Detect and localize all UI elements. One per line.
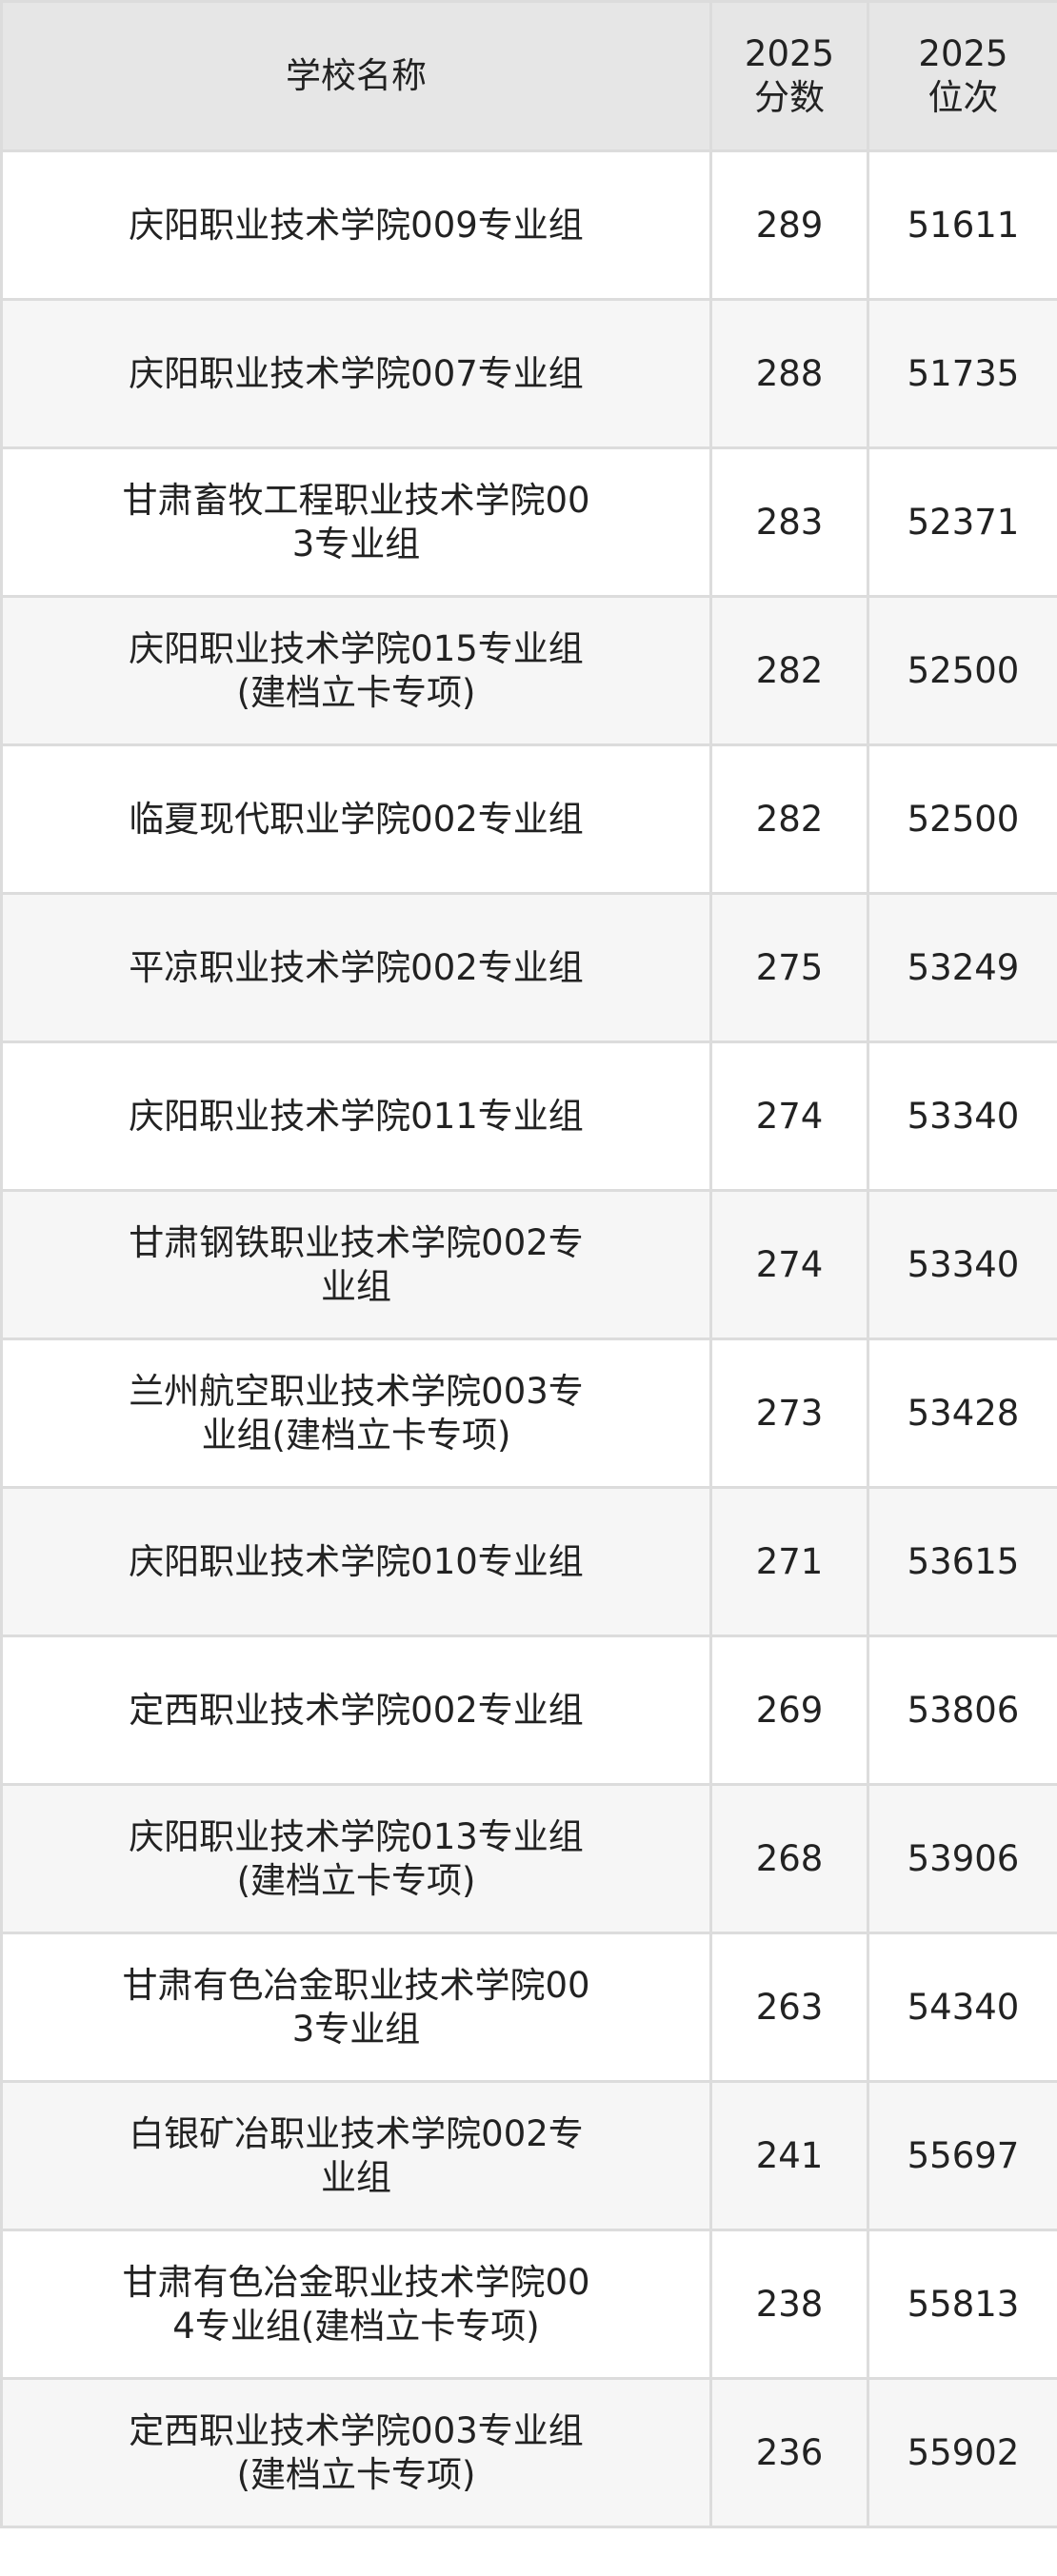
school-name-cell: 甘肃有色冶金职业技术学院003专业组 [0,1932,712,2083]
score-cell: 282 [709,595,869,746]
school-name-cell: 庆阳职业技术学院010专业组 [0,1486,712,1637]
school-name: 庆阳职业技术学院013专业组(建档立卡专项) [129,1815,584,1901]
school-name-cell: 甘肃畜牧工程职业技术学院003专业组 [0,446,712,598]
score-cell: 275 [709,892,869,1043]
rank-cell: 51735 [867,298,1057,449]
table-row: 庆阳职业技术学院015专业组(建档立卡专项) 282 52500 [0,595,1057,746]
school-name-cell: 庆阳职业技术学院013专业组(建档立卡专项) [0,1783,712,1934]
score-cell: 288 [709,298,869,449]
score-cell: 241 [709,2080,869,2231]
table-row: 庆阳职业技术学院007专业组 288 51735 [0,298,1057,449]
header-rank-year: 2025 [918,33,1008,74]
school-name-cell: 庆阳职业技术学院007专业组 [0,298,712,449]
table-row: 甘肃有色冶金职业技术学院004专业组(建档立卡专项) 238 55813 [0,2229,1057,2380]
score-cell: 263 [709,1932,869,2083]
rank-cell: 53806 [867,1635,1057,1786]
table-row: 定西职业技术学院002专业组 269 53806 [0,1635,1057,1786]
header-score: 2025 分数 [709,0,869,152]
school-name: 定西职业技术学院003专业组(建档立卡专项) [129,2409,584,2495]
school-name-cell: 庆阳职业技术学院011专业组 [0,1040,712,1192]
table-row: 庆阳职业技术学院013专业组(建档立卡专项) 268 53906 [0,1783,1057,1934]
school-name-cell: 定西职业技术学院003专业组(建档立卡专项) [0,2377,712,2528]
rank-cell: 53428 [867,1338,1057,1489]
school-name-cell: 庆阳职业技术学院015专业组(建档立卡专项) [0,595,712,746]
score-cell: 282 [709,743,869,895]
score-cell: 274 [709,1189,869,1340]
school-name-cell: 兰州航空职业技术学院003专业组(建档立卡专项) [0,1338,712,1489]
school-name-cell: 临夏现代职业学院002专业组 [0,743,712,895]
rank-cell: 53906 [867,1783,1057,1934]
header-rank-label: 位次 [927,77,999,118]
school-name: 平凉职业技术学院002专业组 [129,946,584,988]
school-name: 庆阳职业技术学院010专业组 [129,1540,584,1582]
school-name: 白银矿冶职业技术学院002专业组 [129,2112,584,2198]
table-row: 定西职业技术学院003专业组(建档立卡专项) 236 55902 [0,2377,1057,2528]
table-row: 甘肃有色冶金职业技术学院003专业组 263 54340 [0,1932,1057,2083]
rank-cell: 55813 [867,2229,1057,2380]
table-row: 甘肃钢铁职业技术学院002专业组 274 53340 [0,1189,1057,1340]
school-name: 庆阳职业技术学院015专业组(建档立卡专项) [129,627,584,713]
score-cell: 274 [709,1040,869,1192]
table-row: 庆阳职业技术学院011专业组 274 53340 [0,1040,1057,1192]
score-cell: 273 [709,1338,869,1489]
rank-cell: 52500 [867,743,1057,895]
school-name: 甘肃有色冶金职业技术学院003专业组 [122,1964,590,2050]
table-row: 甘肃畜牧工程职业技术学院003专业组 283 52371 [0,446,1057,598]
rank-cell: 53340 [867,1040,1057,1192]
table-header-row: 学校名称 2025 分数 2025 位次 [0,0,1057,152]
rank-cell: 53340 [867,1189,1057,1340]
header-score-label: 分数 [754,77,825,118]
school-name-cell: 定西职业技术学院002专业组 [0,1635,712,1786]
score-cell: 289 [709,149,869,301]
table-row: 庆阳职业技术学院010专业组 271 53615 [0,1486,1057,1637]
school-name: 庆阳职业技术学院009专业组 [129,204,584,246]
table-row: 白银矿冶职业技术学院002专业组 241 55697 [0,2080,1057,2231]
table-row: 临夏现代职业学院002专业组 282 52500 [0,743,1057,895]
school-name: 临夏现代职业学院002专业组 [129,798,584,840]
header-rank: 2025 位次 [867,0,1057,152]
score-cell: 238 [709,2229,869,2380]
table-row: 平凉职业技术学院002专业组 275 53249 [0,892,1057,1043]
rank-cell: 52500 [867,595,1057,746]
table-row: 兰州航空职业技术学院003专业组(建档立卡专项) 273 53428 [0,1338,1057,1489]
school-name-cell: 白银矿冶职业技术学院002专业组 [0,2080,712,2231]
rank-cell: 53249 [867,892,1057,1043]
school-name: 甘肃有色冶金职业技术学院004专业组(建档立卡专项) [122,2261,590,2347]
rank-cell: 52371 [867,446,1057,598]
rank-cell: 53615 [867,1486,1057,1637]
school-name: 定西职业技术学院002专业组 [129,1689,584,1731]
school-name-cell: 甘肃有色冶金职业技术学院004专业组(建档立卡专项) [0,2229,712,2380]
school-name: 庆阳职业技术学院011专业组 [129,1095,584,1137]
rank-cell: 55902 [867,2377,1057,2528]
score-cell: 283 [709,446,869,598]
score-cell: 269 [709,1635,869,1786]
school-name-cell: 甘肃钢铁职业技术学院002专业组 [0,1189,712,1340]
header-school-name: 学校名称 [0,0,712,152]
header-score-year: 2025 [744,33,835,74]
score-cell: 271 [709,1486,869,1637]
rank-cell: 54340 [867,1932,1057,2083]
school-name-cell: 平凉职业技术学院002专业组 [0,892,712,1043]
score-cell: 236 [709,2377,869,2528]
rank-cell: 55697 [867,2080,1057,2231]
header-school-name-label: 学校名称 [286,55,427,96]
rank-cell: 51611 [867,149,1057,301]
score-cell: 268 [709,1783,869,1934]
school-name: 甘肃钢铁职业技术学院002专业组 [129,1221,584,1307]
table-row: 庆阳职业技术学院009专业组 289 51611 [0,149,1057,301]
school-name: 甘肃畜牧工程职业技术学院003专业组 [122,479,590,565]
school-name: 兰州航空职业技术学院003专业组(建档立卡专项) [129,1370,584,1456]
school-name: 庆阳职业技术学院007专业组 [129,352,584,394]
school-name-cell: 庆阳职业技术学院009专业组 [0,149,712,301]
